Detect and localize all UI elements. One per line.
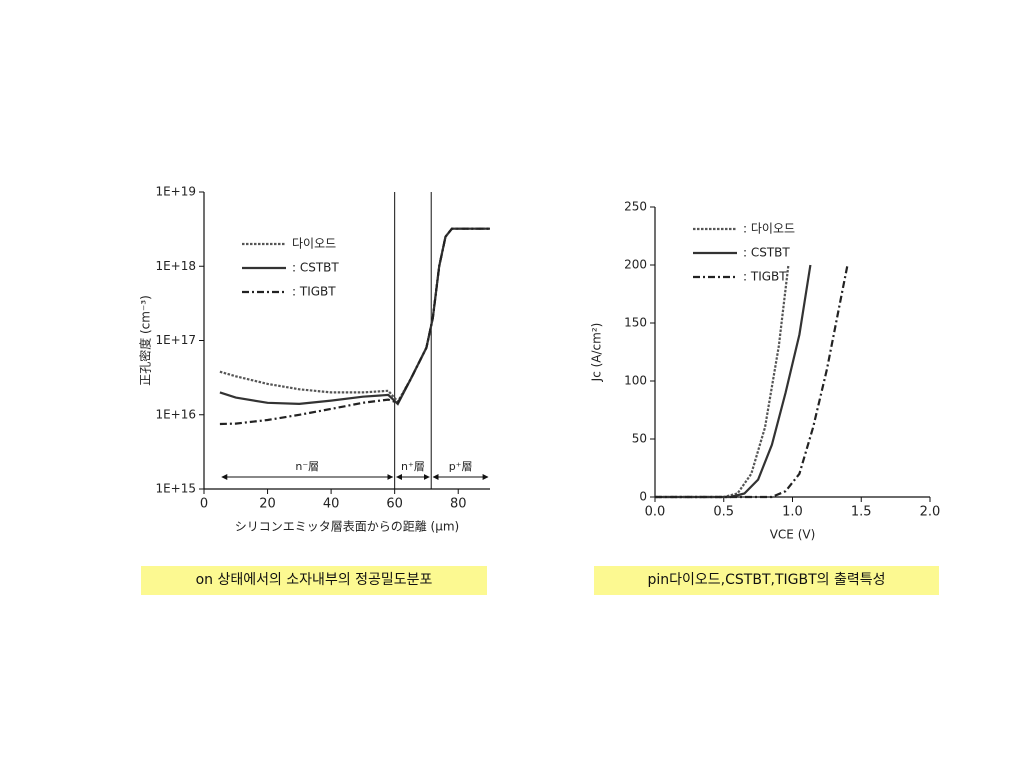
series-line xyxy=(655,264,812,499)
x-axis-label: VCE (V) xyxy=(770,528,816,542)
y-tick-label: 200 xyxy=(624,258,647,272)
x-tick-label: 40 xyxy=(323,497,340,512)
y-tick-label: 100 xyxy=(624,374,647,388)
caption: pin다이오드,CSTBT,TIGBT의 출력특성 xyxy=(594,566,939,595)
x-tick-label: 1.5 xyxy=(851,505,872,520)
x-tick-label: 0.0 xyxy=(645,505,666,520)
legend-label: 다이오드 xyxy=(292,237,336,251)
y-axis-label: 正孔密度 (cm⁻³) xyxy=(138,295,153,386)
region-label: n⁺層 xyxy=(401,460,425,473)
legend-label: : CSTBT xyxy=(292,261,339,275)
series-line xyxy=(655,264,790,499)
legend-label: : CSTBT xyxy=(743,246,790,260)
y-tick-label: 150 xyxy=(624,316,647,330)
series-line xyxy=(219,227,490,404)
y-axis-label: Jc (A/cm²) xyxy=(590,323,604,383)
y-tick-label: 1E+18 xyxy=(155,259,196,273)
series-line xyxy=(219,227,490,426)
legend-label: : 다이오드 xyxy=(743,222,795,236)
series-line xyxy=(655,264,849,499)
x-tick-label: 20 xyxy=(259,497,276,512)
y-tick-label: 1E+16 xyxy=(155,407,196,421)
x-tick-label: 0 xyxy=(200,497,208,512)
x-tick-label: 80 xyxy=(450,497,467,512)
y-tick-label: 50 xyxy=(632,432,647,446)
x-axis-label: シリコンエミッタ層表面からの距離 (μm) xyxy=(235,520,460,534)
region-label: p⁺層 xyxy=(449,460,473,473)
x-tick-label: 0.5 xyxy=(713,505,734,520)
caption: on 상태에서의 소자내부의 정공밀도분포 xyxy=(141,566,487,595)
y-tick-label: 250 xyxy=(624,200,647,214)
y-tick-label: 1E+15 xyxy=(155,482,196,496)
legend-label: : TIGBT xyxy=(292,285,336,299)
y-tick-label: 0 xyxy=(639,490,647,504)
legend-label: : TIGBT xyxy=(743,270,787,284)
x-tick-label: 2.0 xyxy=(920,505,941,520)
x-tick-label: 60 xyxy=(386,497,403,512)
x-tick-label: 1.0 xyxy=(782,505,803,520)
y-tick-label: 1E+17 xyxy=(155,333,196,347)
y-tick-label: 1E+19 xyxy=(155,185,196,199)
region-label: n⁻層 xyxy=(295,460,319,473)
series-line xyxy=(219,227,490,406)
